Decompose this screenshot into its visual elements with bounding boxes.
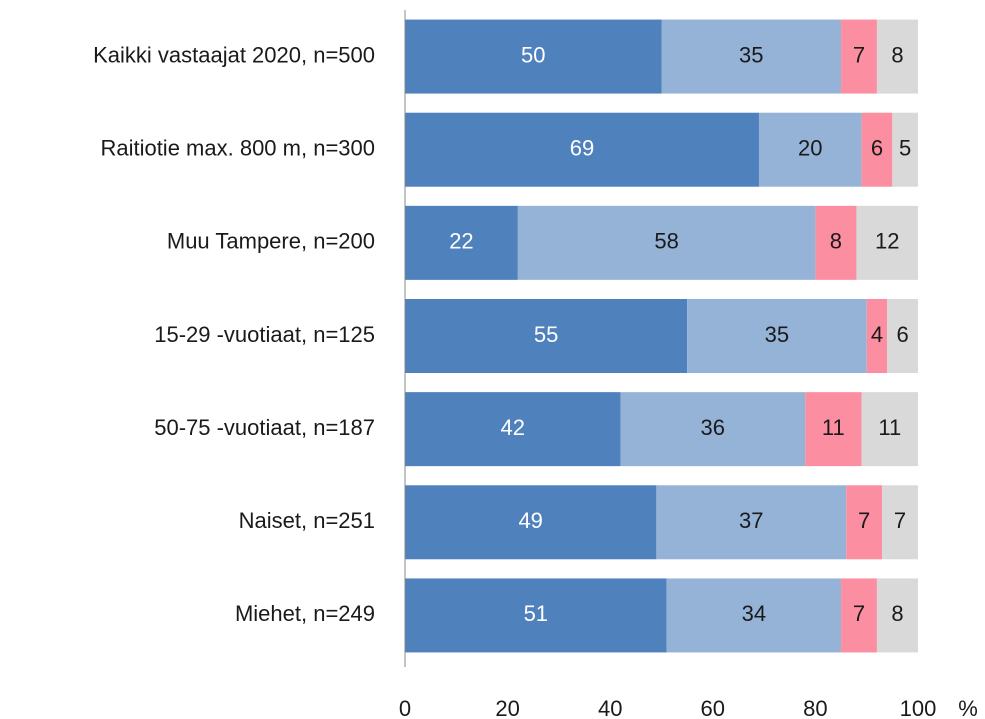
data-label: 42 (500, 415, 524, 440)
data-label: 6 (871, 136, 883, 161)
data-label: 5 (899, 136, 911, 161)
data-label: 7 (853, 601, 865, 626)
x-tick-label: 20 (495, 696, 519, 719)
bar-segment (841, 578, 877, 653)
bar-segment (758, 112, 862, 187)
x-tick-label: 0 (399, 696, 411, 719)
x-tick-label: 100 (900, 696, 937, 719)
x-tick-label: 60 (701, 696, 725, 719)
data-label: 12 (875, 229, 899, 254)
data-label: 22 (449, 229, 473, 254)
data-label: 8 (891, 42, 903, 67)
bar-segment (856, 205, 918, 280)
bar-segment (866, 299, 888, 373)
y-tick-label: Naiset, n=251 (239, 508, 375, 533)
x-tick-label: 80 (803, 696, 827, 719)
data-label: 20 (798, 136, 822, 161)
bar-segment (805, 392, 862, 467)
data-label: 4 (871, 322, 883, 347)
y-tick-label: Muu Tampere, n=200 (167, 229, 375, 254)
bar-segment (861, 392, 918, 467)
data-label: 36 (701, 415, 725, 440)
x-axis-label: % (958, 696, 978, 719)
bar-segment (876, 578, 918, 653)
data-label: 35 (739, 42, 763, 67)
bar-segment (405, 485, 657, 560)
data-label: 49 (518, 508, 542, 533)
bar-segment (841, 19, 877, 94)
bar-segment (517, 205, 816, 280)
bar-segment (656, 485, 847, 560)
data-label: 8 (830, 229, 842, 254)
data-label: 6 (896, 322, 908, 347)
bar-segment (405, 19, 662, 94)
bar-segment (666, 578, 842, 653)
bar-segment (661, 19, 842, 94)
y-tick-label: Miehet, n=249 (235, 601, 375, 626)
bar-segment (405, 205, 518, 280)
data-label: 55 (534, 322, 558, 347)
data-label: 50 (521, 42, 545, 67)
bar-segment (405, 578, 667, 653)
data-label: 7 (858, 508, 870, 533)
bar-segment (687, 299, 867, 373)
bar-segment (405, 392, 621, 467)
bar-segment (815, 205, 857, 280)
bar-segment (405, 112, 759, 187)
data-label: 35 (765, 322, 789, 347)
y-tick-label: 50-75 -vuotiaat, n=187 (154, 415, 375, 440)
data-label: 34 (742, 601, 766, 626)
data-label: 69 (570, 136, 594, 161)
bar-segment (846, 485, 883, 560)
data-label: 11 (822, 415, 845, 440)
data-label: 8 (891, 601, 903, 626)
bar-segment (892, 112, 918, 187)
bar-segment (861, 112, 893, 187)
bar-segment (882, 485, 918, 560)
data-label: 51 (524, 601, 548, 626)
bar-segment (620, 392, 806, 467)
bar-segment (405, 299, 688, 373)
bar-segment (887, 299, 918, 373)
y-tick-label: Raitiotie max. 800 m, n=300 (100, 136, 375, 161)
bar-segment (876, 19, 918, 94)
y-tick-label: 15-29 -vuotiaat, n=125 (154, 322, 375, 347)
x-tick-label: 40 (598, 696, 622, 719)
data-label: 7 (853, 42, 865, 67)
data-label: 11 (878, 415, 901, 440)
data-label: 37 (739, 508, 763, 533)
data-label: 7 (894, 508, 906, 533)
data-label: 58 (654, 229, 678, 254)
y-tick-label: Kaikki vastaajat 2020, n=500 (93, 42, 375, 67)
